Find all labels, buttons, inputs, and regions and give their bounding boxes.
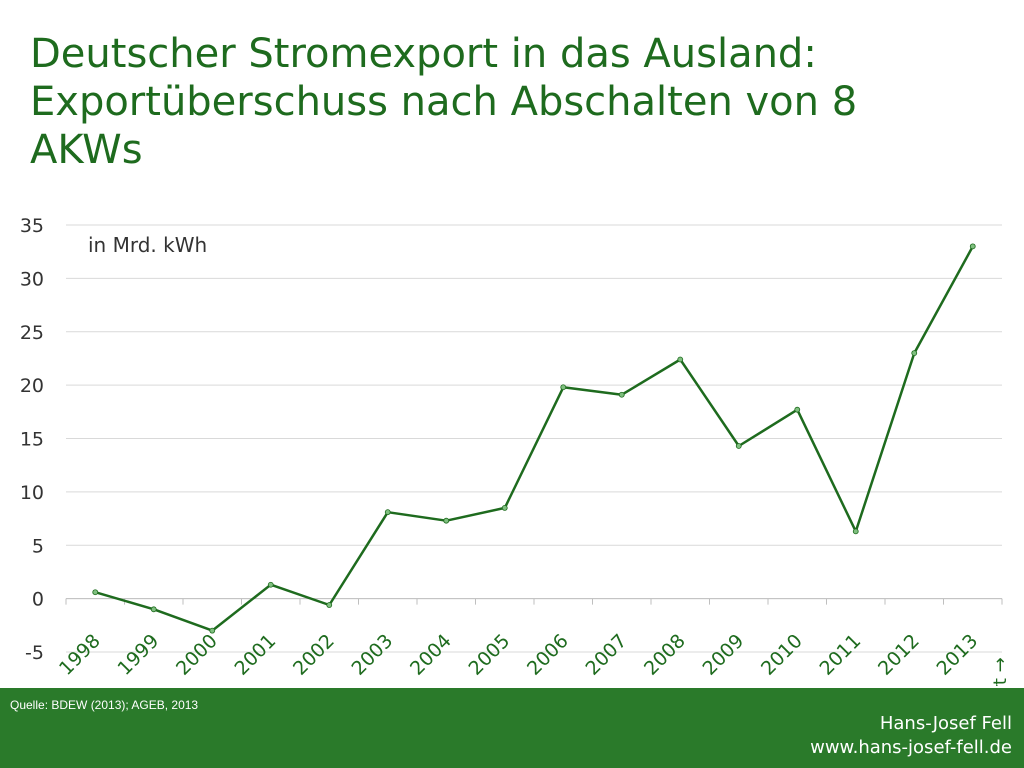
x-tick-label: 2002	[289, 630, 339, 680]
unit-label: in Mrd. kWh	[88, 233, 207, 257]
title-line-3: AKWs	[30, 127, 143, 173]
x-tick-label: 2012	[874, 630, 924, 680]
x-tick-label: 2009	[699, 630, 749, 680]
data-point	[794, 406, 801, 413]
author-website: www.hans-josef-fell.de	[810, 737, 1012, 758]
data-point	[501, 504, 508, 511]
x-tick-label: 2005	[465, 630, 515, 680]
data-point	[852, 528, 859, 535]
x-tick-label: 1998	[55, 630, 105, 680]
data-point	[969, 243, 976, 250]
footer-bar: Quelle: BDEW (2013); AGEB, 2013 Hans-Jos…	[0, 686, 1024, 768]
y-tick-label: 15	[20, 429, 44, 451]
title-line-2: Exportüberschuss nach Abschalten von 8	[30, 79, 858, 125]
x-tick-label: 2007	[582, 630, 632, 680]
y-tick-label: 10	[20, 482, 44, 504]
x-tick-label: 2006	[523, 630, 573, 680]
x-tick-label: 2010	[757, 630, 807, 680]
export-direction-label: Export →	[990, 657, 1011, 686]
x-tick-label: 2003	[348, 630, 398, 680]
data-point	[443, 517, 450, 524]
y-tick-label: 20	[20, 375, 44, 397]
y-tick-label: 5	[32, 535, 44, 557]
data-point	[267, 581, 274, 588]
data-point	[326, 602, 333, 608]
series-layer	[92, 243, 976, 634]
data-point	[150, 606, 157, 613]
y-tick-label: 30	[20, 268, 44, 290]
page-title: Deutscher Stromexport in das Ausland: Ex…	[30, 30, 1000, 174]
source-note: Quelle: BDEW (2013); AGEB, 2013	[10, 698, 199, 712]
data-point	[735, 443, 742, 449]
data-point	[92, 589, 99, 596]
y-tick-label: 25	[20, 322, 44, 344]
x-tick-label: 2004	[406, 630, 456, 680]
data-point	[384, 509, 391, 516]
gridlines	[65, 224, 1003, 653]
x-tick-label: 2011	[816, 630, 866, 680]
title-line-1: Deutscher Stromexport in das Ausland:	[30, 31, 817, 77]
x-tick-label: 1999	[114, 630, 164, 680]
data-point	[677, 356, 684, 363]
y-tick-label: 35	[20, 215, 44, 237]
y-tick-label: 0	[32, 589, 44, 611]
y-tick-label: -5	[25, 642, 44, 664]
data-point	[209, 627, 216, 634]
x-tick-label: 2000	[172, 630, 222, 680]
author-block: Hans-Josef Fell www.hans-josef-fell.de	[810, 712, 1012, 760]
author-name: Hans-Josef Fell	[879, 713, 1012, 734]
x-tick-label: 2013	[933, 630, 983, 680]
y-axis-tick-labels: 35 30 25 20 15 10 5 0 -5	[20, 215, 44, 664]
data-point	[911, 350, 918, 357]
series-line	[94, 245, 974, 632]
x-tick-label: 2008	[640, 630, 690, 680]
x-tick-label: 2001	[231, 630, 281, 680]
data-point	[560, 384, 567, 391]
x-axis-tick-labels: 1998 1999 2000 2001 2002 2003 2004 2005 2006 2007…	[55, 630, 982, 680]
data-point	[618, 391, 625, 398]
